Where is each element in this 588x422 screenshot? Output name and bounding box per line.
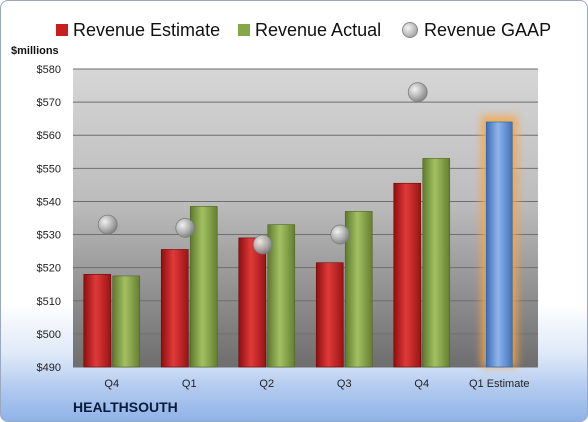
bar-revenue-estimate xyxy=(315,262,344,368)
x-tick-label: Q3 xyxy=(337,378,352,390)
legend-swatch-revenue-estimate xyxy=(56,24,68,36)
bar-q1-estimate xyxy=(485,121,513,368)
bar-revenue-actual xyxy=(422,158,451,368)
legend: Revenue Estimate Revenue Actual Revenue … xyxy=(1,17,587,43)
y-axis-unit-label: $millions xyxy=(11,45,59,57)
legend-swatch-revenue-actual xyxy=(238,24,250,36)
legend-marker-revenue-gaap xyxy=(402,22,418,38)
y-tick-label: $500 xyxy=(37,329,61,341)
y-tick-label: $520 xyxy=(37,263,61,275)
marker-revenue-gaap xyxy=(252,234,273,255)
marker-revenue-gaap xyxy=(97,214,118,235)
y-tick-label: $530 xyxy=(37,230,61,242)
x-tick-label: Q4 xyxy=(104,378,119,390)
bar-revenue-actual xyxy=(189,206,218,368)
bar-revenue-estimate xyxy=(160,249,189,368)
y-tick-label: $490 xyxy=(37,362,61,374)
legend-item-revenue-actual: Revenue Actual xyxy=(238,17,381,43)
bar-revenue-actual xyxy=(267,224,296,368)
company-name: HEALTHSOUTH xyxy=(73,399,178,415)
x-tick-label: Q2 xyxy=(259,378,274,390)
bar-revenue-estimate xyxy=(238,237,267,368)
marker-revenue-gaap xyxy=(407,82,428,103)
y-tick-label: $510 xyxy=(37,296,61,308)
plot-area xyxy=(73,69,538,367)
y-tick-label: $540 xyxy=(37,196,61,208)
y-tick-label: $580 xyxy=(37,64,61,76)
y-tick-label: $550 xyxy=(37,163,61,175)
marker-revenue-gaap xyxy=(175,218,196,238)
x-tick-label: Q4 xyxy=(414,378,429,390)
bar-revenue-estimate xyxy=(393,182,422,368)
marker-revenue-gaap xyxy=(330,224,351,245)
x-tick-label: Q1 Estimate xyxy=(469,378,530,390)
y-tick-label: $570 xyxy=(37,97,61,109)
bar-revenue-actual xyxy=(112,275,141,368)
legend-item-revenue-estimate: Revenue Estimate xyxy=(56,17,220,43)
legend-label-revenue-estimate: Revenue Estimate xyxy=(73,19,221,40)
legend-label-revenue-actual: Revenue Actual xyxy=(255,19,382,40)
bar-revenue-estimate xyxy=(83,273,112,368)
x-tick-label: Q1 xyxy=(182,378,197,390)
legend-item-revenue-gaap: Revenue GAAP xyxy=(402,17,551,43)
legend-label-revenue-gaap: Revenue GAAP xyxy=(424,19,552,40)
y-tick-label: $560 xyxy=(37,130,61,142)
